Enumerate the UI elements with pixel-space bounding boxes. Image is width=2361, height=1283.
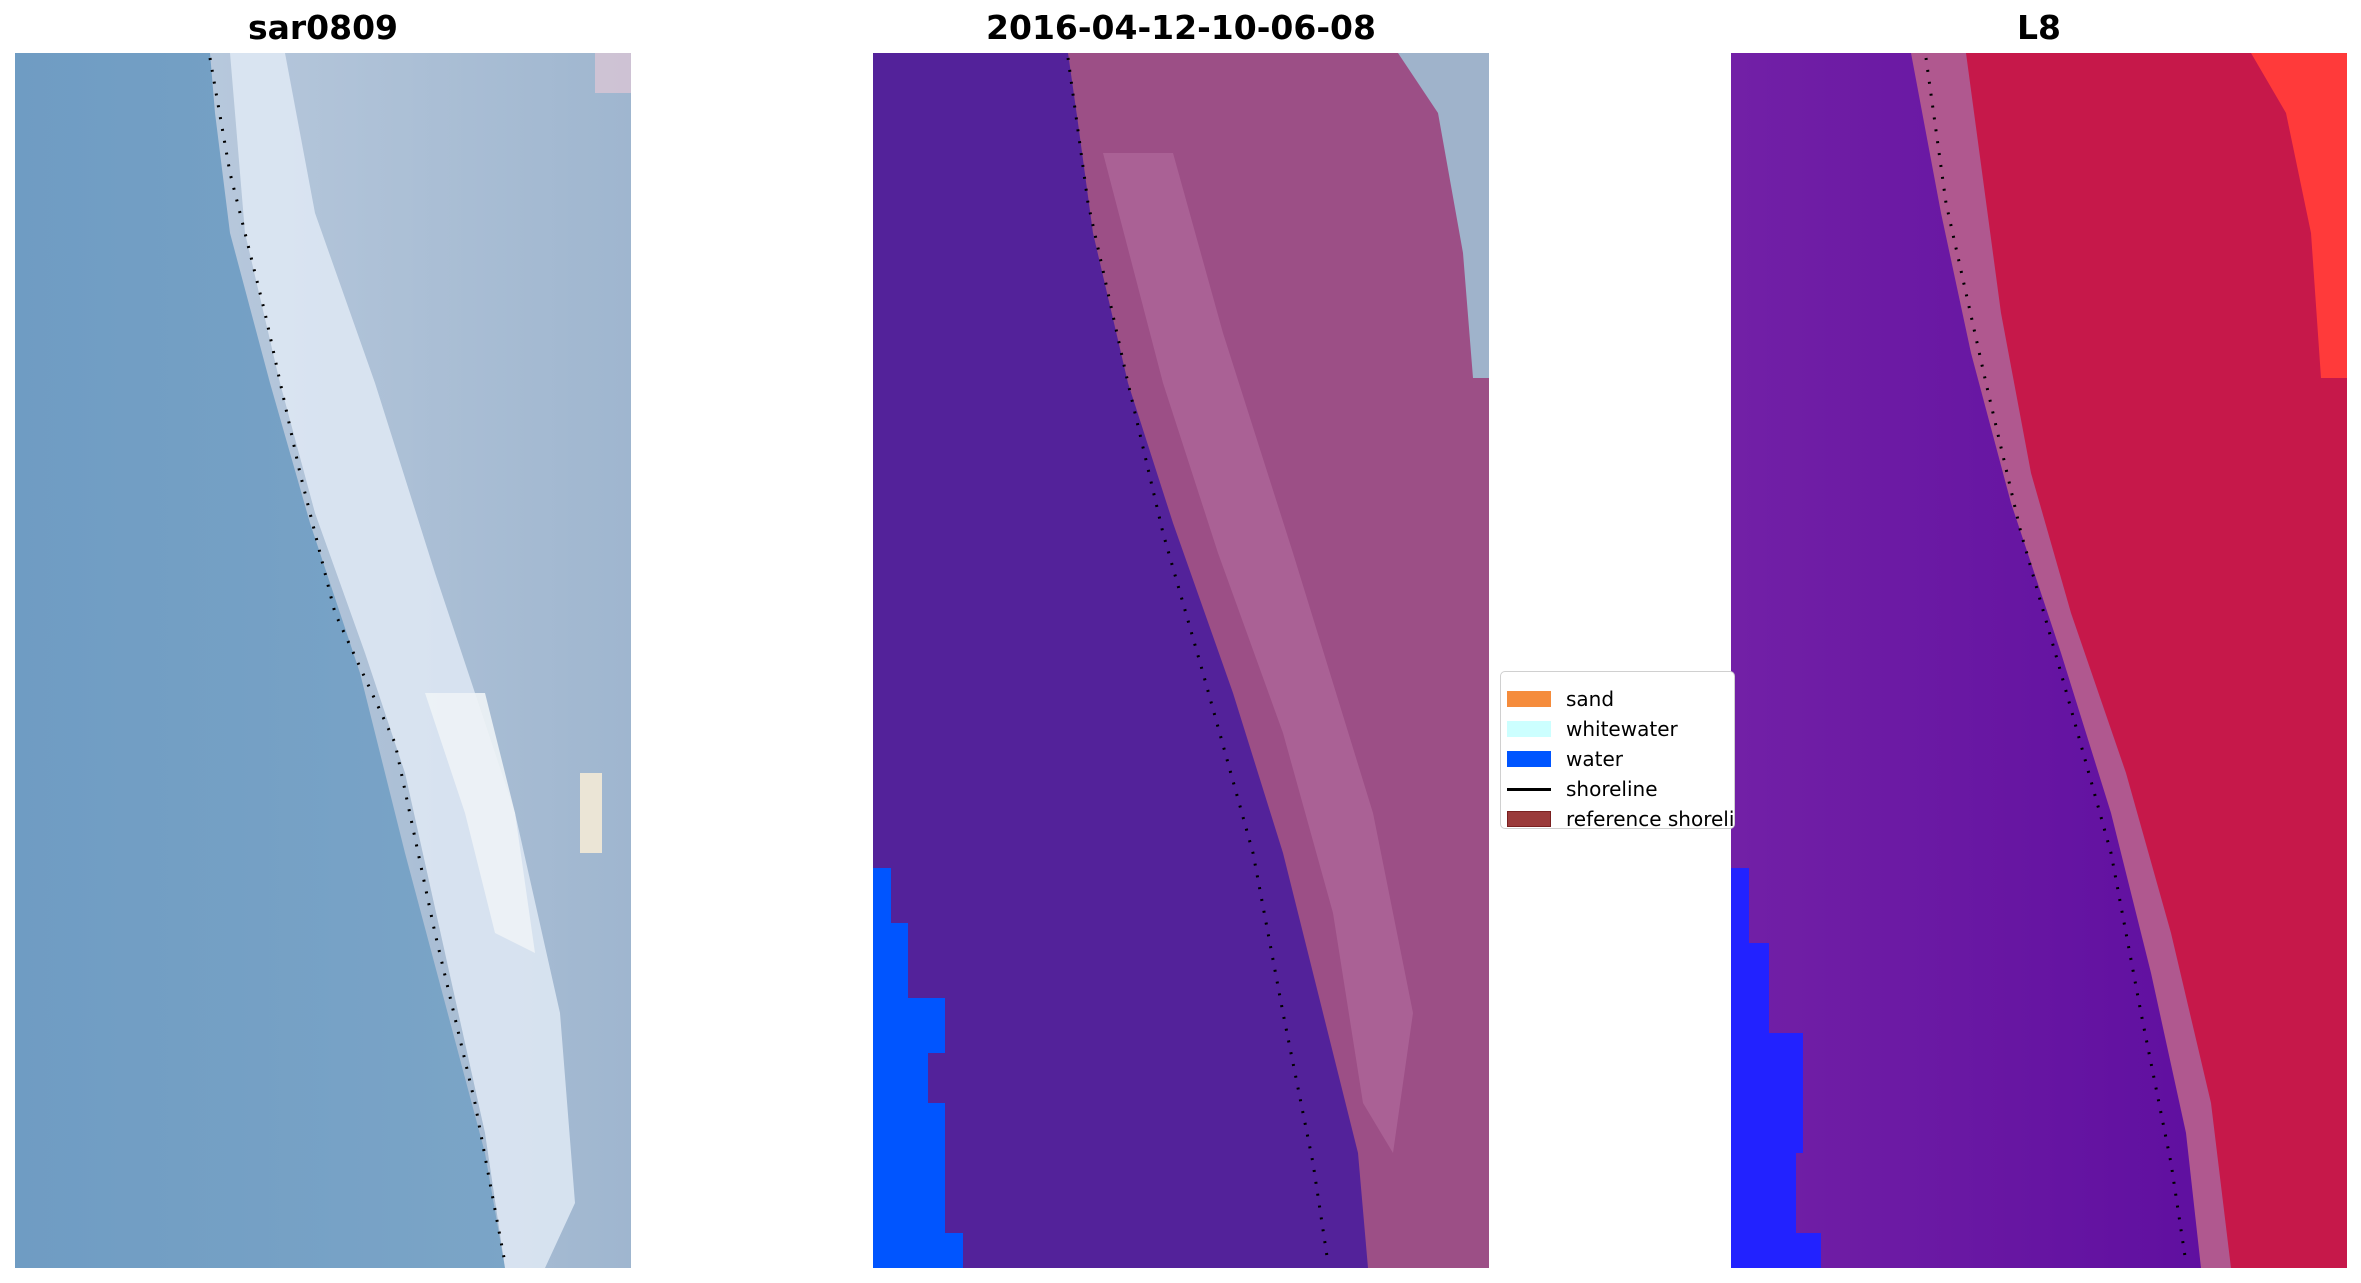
legend-label-reference-shoreline: reference shoreline: [1566, 807, 1735, 829]
shoreline-line-swatch: [1507, 787, 1551, 791]
classified-image-panel: [873, 53, 1489, 1268]
legend: sand whitewater water shoreline referenc…: [1500, 671, 1735, 829]
legend-item-shoreline: shoreline: [1507, 776, 1658, 802]
panel-title-rgb: sar0809: [247, 8, 399, 47]
index-image: [1731, 53, 2347, 1268]
reference-shoreline-swatch: [1507, 811, 1551, 827]
classified-image: [873, 53, 1489, 1268]
panel-title-index: L8: [2017, 8, 2061, 47]
legend-item-whitewater: whitewater: [1507, 716, 1678, 742]
sand-swatch: [1507, 691, 1551, 707]
legend-item-sand: sand: [1507, 686, 1614, 712]
whitewater-swatch: [1507, 721, 1551, 737]
legend-item-reference-shoreline: reference shoreline: [1507, 806, 1735, 829]
legend-item-water: water: [1507, 746, 1623, 772]
legend-label-shoreline: shoreline: [1566, 777, 1658, 801]
rgb-image-panel: [15, 53, 631, 1268]
panel-title-classified: 2016-04-12-10-06-08: [986, 8, 1376, 47]
index-image-panel: [1731, 53, 2347, 1268]
water-swatch: [1507, 751, 1551, 767]
rgb-image: [15, 53, 631, 1268]
legend-label-water: water: [1566, 747, 1623, 771]
legend-label-whitewater: whitewater: [1566, 717, 1678, 741]
legend-label-sand: sand: [1566, 687, 1615, 711]
